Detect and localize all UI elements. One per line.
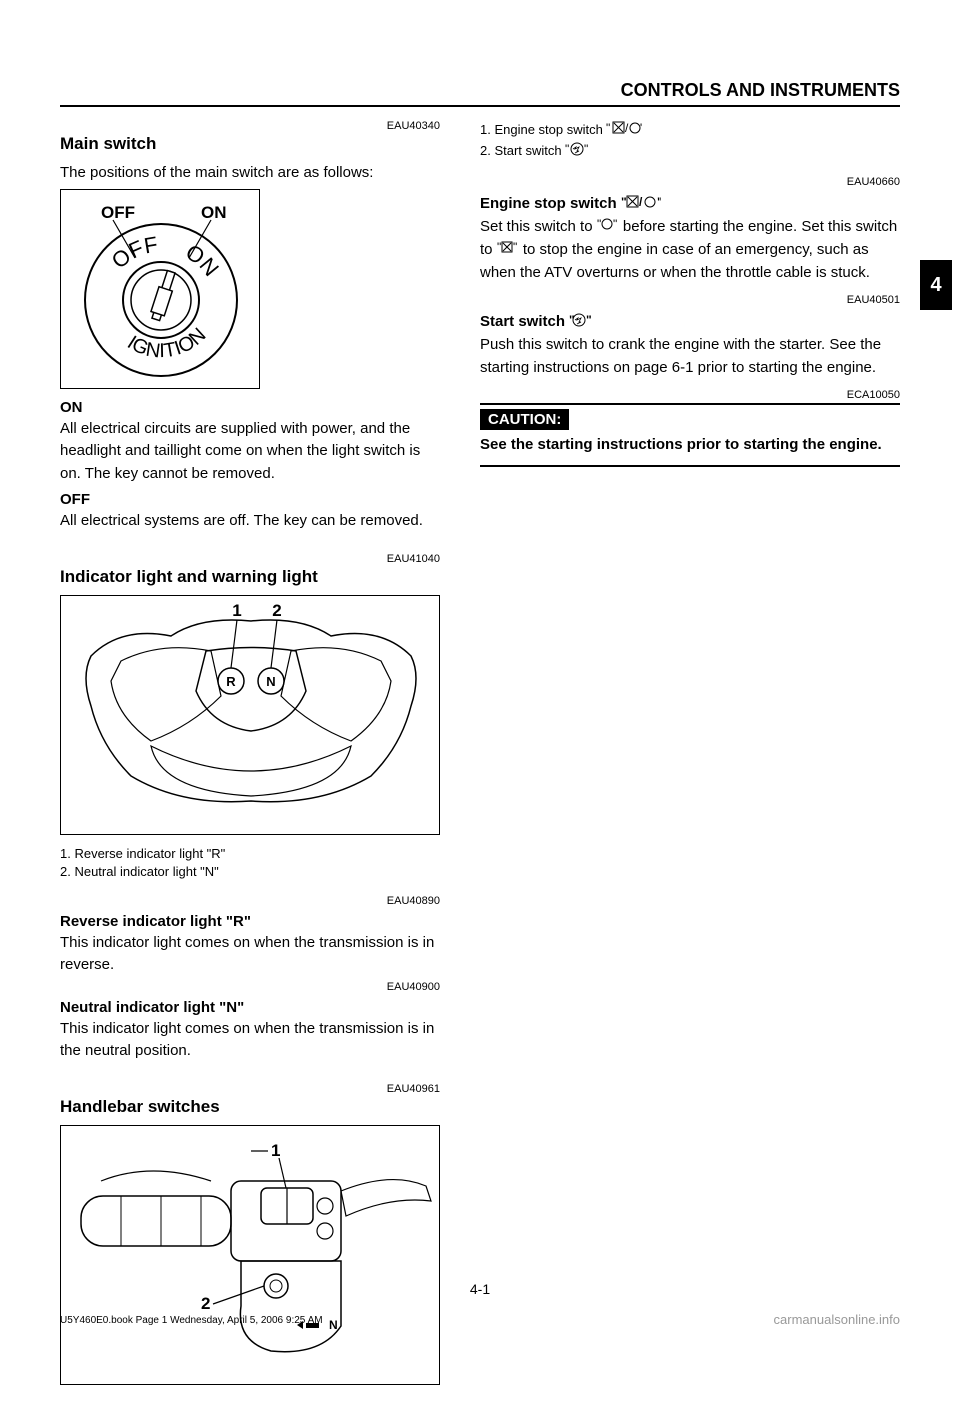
main-switch-section: EAU40340 Main switch The positions of th… [60, 120, 440, 533]
on-body: All electrical circuits are supplied wit… [60, 418, 440, 486]
body-text: This indicator light comes on when the t… [60, 1018, 440, 1063]
footer-code: U5Y460E0.book Page 1 Wednesday, April 5,… [60, 1314, 323, 1327]
on-subtitle: ON [60, 399, 440, 416]
right-column: 1. Engine stop switch " / " [480, 120, 900, 1405]
subtitle: Start switch " " [480, 312, 900, 332]
section-title: Main switch [60, 134, 440, 154]
eca-code: ECA10050 [480, 389, 900, 401]
eau-code: EAU40660 [480, 176, 900, 188]
eau-code: EAU40961 [60, 1083, 440, 1095]
section-title: Handlebar switches [60, 1097, 440, 1117]
svg-text:": " [606, 121, 610, 135]
starter-icon: " " [569, 312, 591, 332]
subtitle: Engine stop switch " / " [480, 194, 900, 214]
caption-item: 1. Engine stop switch " / " [480, 120, 900, 141]
eau-code: EAU40890 [60, 895, 440, 907]
ignition-switch-figure: OFF ON OFF ON IG [60, 189, 260, 389]
body-text: The positions of the main switch are as … [60, 162, 440, 185]
svg-text:N: N [266, 674, 275, 689]
chapter-tab: 4 [920, 260, 952, 310]
caption-item: 1. Reverse indicator light "R" [60, 845, 440, 863]
indicator-panel-figure: R N 1 2 [60, 595, 440, 835]
svg-text:": " [584, 142, 588, 156]
svg-text:1: 1 [271, 1141, 280, 1160]
header-category: CONTROLS AND INSTRUMENTS [621, 80, 900, 101]
svg-text:2: 2 [272, 601, 281, 620]
caption-item: 2. Start switch " " [480, 141, 900, 162]
svg-text:": " [597, 217, 601, 231]
svg-text:N: N [329, 1318, 338, 1332]
starter-icon: " " [565, 141, 591, 162]
svg-text:": " [497, 240, 501, 254]
section-title: Indicator light and warning light [60, 567, 440, 587]
eau-code: EAU40501 [480, 294, 900, 306]
handlebar-section-intro: EAU40961 Handlebar switches [60, 1083, 440, 1385]
svg-text:": " [657, 195, 661, 209]
eau-code: EAU40340 [60, 120, 440, 132]
off-body: All electrical systems are off. The key … [60, 510, 440, 533]
svg-text:2: 2 [201, 1294, 210, 1313]
content-columns: EAU40340 Main switch The positions of th… [60, 120, 900, 1405]
caution-block: CAUTION: See the starting instructions p… [480, 403, 900, 467]
page-number: 4-1 [470, 1281, 490, 1297]
header-rule [60, 105, 900, 107]
indicator-panel-icon: R N 1 2 [61, 596, 441, 836]
watermark: carmanualsonline.info [774, 1312, 900, 1327]
body-text: Set this switch to " " before starting t… [480, 216, 900, 284]
svg-text:": " [513, 240, 517, 254]
stop-run-icon: " / " [621, 194, 661, 214]
svg-text:": " [586, 313, 591, 327]
svg-text:": " [569, 313, 575, 327]
svg-text:": " [640, 121, 642, 135]
svg-text:/: / [625, 121, 629, 135]
stop-run-icon: " / " [606, 120, 642, 141]
run-icon: " " [597, 216, 619, 239]
subtitle: Neutral indicator light "N" [60, 999, 440, 1016]
eau-code: EAU41040 [60, 553, 440, 565]
figure-caption: 1. Engine stop switch " / " [480, 120, 900, 162]
svg-text:ON: ON [181, 239, 224, 281]
svg-text:OFF: OFF [101, 203, 135, 222]
svg-text:/: / [639, 195, 643, 209]
caption-item: 2. Neutral indicator light "N" [60, 863, 440, 881]
svg-text:": " [613, 217, 617, 231]
body-text: This indicator light comes on when the t… [60, 932, 440, 977]
off-subtitle: OFF [60, 491, 440, 508]
svg-text:": " [621, 195, 627, 209]
manual-page: CONTROLS AND INSTRUMENTS 4 EAU40340 Main… [0, 0, 960, 1357]
eau-code: EAU40900 [60, 981, 440, 993]
svg-text:": " [565, 142, 569, 156]
stop-icon: " " [497, 239, 519, 262]
indicator-section: EAU41040 Indicator light and warning lig… [60, 553, 440, 1063]
svg-text:OFF: OFF [107, 231, 160, 273]
body-text: Push this switch to crank the engine wit… [480, 334, 900, 379]
left-column: EAU40340 Main switch The positions of th… [60, 120, 440, 1405]
caution-label: CAUTION: [480, 409, 569, 430]
caution-body: See the starting instructions prior to s… [480, 434, 900, 457]
svg-text:1: 1 [232, 601, 241, 620]
handlebar-switches-icon: N 1 2 [61, 1126, 441, 1386]
subtitle: Reverse indicator light "R" [60, 913, 440, 930]
svg-text:R: R [226, 674, 236, 689]
handlebar-switches-figure: N 1 2 [60, 1125, 440, 1385]
figure-caption: 1. Reverse indicator light "R" 2. Neutra… [60, 845, 440, 881]
svg-text:ON: ON [201, 203, 227, 222]
ignition-switch-icon: OFF ON OFF ON IG [61, 190, 261, 390]
